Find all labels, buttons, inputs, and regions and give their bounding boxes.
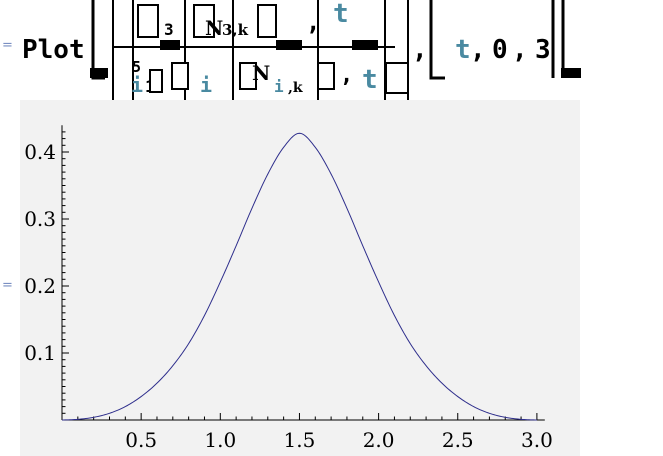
plot-ticks	[62, 131, 538, 420]
range-comma-2: ,	[512, 35, 528, 65]
numerator-placeholder-box	[137, 4, 159, 38]
numerator-close-fill	[352, 40, 378, 50]
x-tick-label: 2.0	[363, 428, 395, 452]
numerator-subscript: 3	[164, 20, 174, 39]
numerator-variable: t	[333, 0, 349, 29]
x-tick-label: 2.5	[442, 428, 474, 452]
y-tick-label: 0.3	[24, 207, 56, 231]
input-cell-bracket[interactable]: =	[2, 38, 13, 53]
plot-tick-labels: 0.5 1.0 1.5 2.0 2.5 3.0 0.1 0.2 0.3 0.4	[24, 140, 553, 452]
numerator-arg-box	[257, 4, 277, 38]
line-chart: 0.5 1.0 1.5 2.0 2.5 3.0 0.1 0.2 0.3 0.4	[24, 125, 553, 452]
plot-output[interactable]: 0.5 1.0 1.5 2.0 2.5 3.0 0.1 0.2 0.3 0.4	[20, 100, 580, 456]
denominator-term-index: i	[200, 73, 212, 97]
plot-axes	[61, 125, 545, 421]
range-variable: t	[455, 35, 471, 65]
denominator-close-box	[385, 62, 409, 94]
sum-index-variable: i	[131, 73, 143, 97]
sum-upper-limit: 5	[132, 58, 141, 76]
left-bracket-shape	[90, 0, 108, 80]
range-separator: ,	[412, 35, 428, 65]
x-tick-label: 1.0	[204, 428, 236, 452]
range-close-fill	[561, 68, 581, 78]
denominator-term: N	[252, 61, 270, 85]
y-tick-label: 0.4	[24, 140, 56, 164]
y-tick-label: 0.2	[24, 274, 56, 298]
range-bracket-right	[551, 0, 565, 78]
range-comma-1: ,	[470, 35, 486, 65]
sum-placeholder-box	[149, 69, 163, 93]
numerator-term: N	[205, 16, 223, 40]
range-end: 3	[535, 35, 551, 65]
range-bracket-left	[429, 0, 445, 80]
numerator-index: 3,k	[222, 21, 249, 39]
denominator-index: ,k	[288, 80, 303, 96]
numerator-bracket-fill	[160, 40, 180, 50]
denominator-variable: t	[362, 65, 378, 95]
plot-function-name: Plot	[22, 35, 85, 65]
inner-bracket-left	[112, 0, 134, 100]
range-start: 0	[492, 35, 508, 65]
y-tick-label: 0.1	[24, 341, 56, 365]
series-line	[61, 132, 537, 421]
denominator-term-box	[239, 62, 257, 90]
x-tick-label: 0.5	[125, 428, 157, 452]
denominator-placeholder-box	[171, 62, 189, 90]
numerator-arg-fill	[276, 40, 302, 50]
x-tick-label: 3.0	[521, 428, 553, 452]
numerator-comma: ,	[306, 8, 320, 36]
denominator-arg-box	[317, 62, 335, 90]
output-cell-bracket[interactable]: =	[2, 278, 13, 293]
x-tick-label: 1.5	[284, 428, 316, 452]
numerator-term-box	[193, 4, 215, 38]
input-expression[interactable]: Plot 3 N 3,k , t 5 i 1 i N	[0, 0, 663, 100]
denominator-comma: ,	[340, 63, 353, 88]
denominator-index-i: i	[274, 77, 284, 96]
